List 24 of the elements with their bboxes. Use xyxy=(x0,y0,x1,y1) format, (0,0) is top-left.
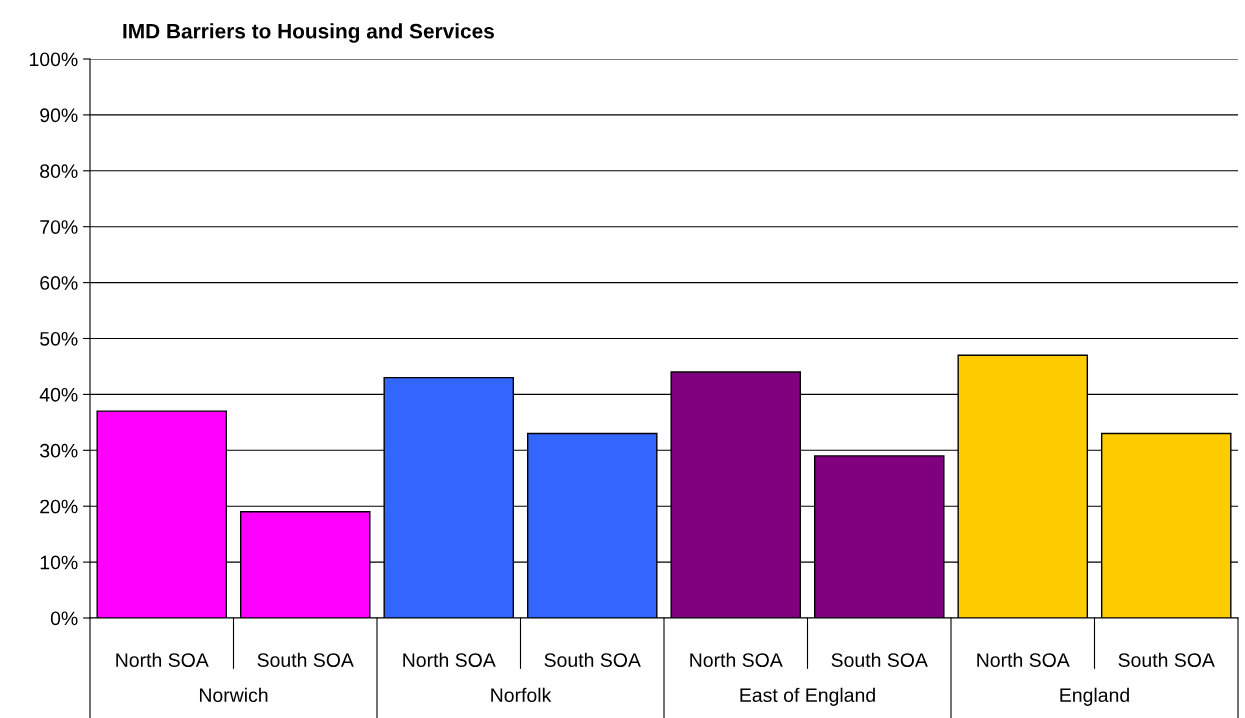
y-tick-label: 80% xyxy=(40,164,78,179)
y-tick-label: 20% xyxy=(40,499,78,514)
y-tick-label: 30% xyxy=(40,443,78,458)
y-tick-label: 0% xyxy=(50,611,78,626)
y-tick-label: 60% xyxy=(40,276,78,290)
x-tick-label: South SOA xyxy=(1118,652,1215,667)
x-tick-label: North SOA xyxy=(116,652,209,667)
text: East of England xyxy=(740,687,875,706)
x-tick-label: North SOA xyxy=(977,652,1070,667)
x-tick-label: North SOA xyxy=(690,652,783,667)
y-tick-label: 10% xyxy=(40,555,78,570)
x-tick-label: South SOA xyxy=(257,652,354,667)
y-tick-label: 70% xyxy=(40,220,78,234)
y-tick-label: 40% xyxy=(39,387,78,402)
chart-title: IMD Barriers to Housing and Services xyxy=(123,23,494,43)
text: Norfolk xyxy=(491,687,552,703)
y-tick-label: 50% xyxy=(40,331,78,346)
text: Norwich xyxy=(199,687,268,703)
y-tick-label: 90% xyxy=(40,108,78,123)
y-tick-label: 100% xyxy=(29,52,78,67)
x-tick-label: South SOA xyxy=(544,652,641,667)
x-tick-label: North SOA xyxy=(403,652,496,667)
text: England xyxy=(1060,687,1129,706)
x-tick-label: South SOA xyxy=(831,652,928,667)
